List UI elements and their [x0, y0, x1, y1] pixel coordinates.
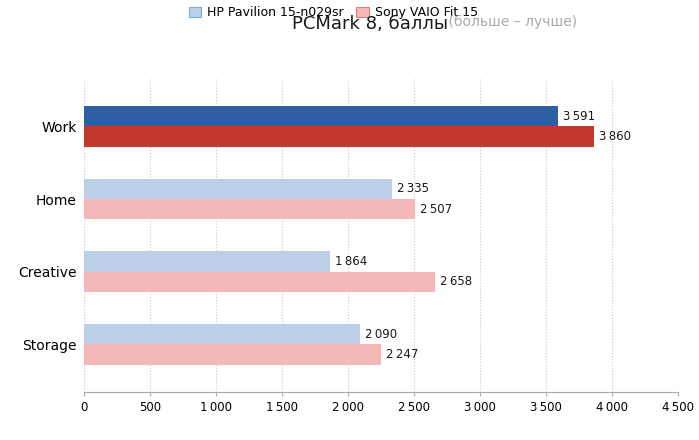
- Text: (больше – лучше): (больше – лучше): [444, 15, 577, 29]
- Text: 3 860: 3 860: [599, 130, 630, 143]
- Text: 2 658: 2 658: [440, 275, 473, 288]
- Legend: HP Pavilion 15-n029sr, Sony VAIO Fit 15: HP Pavilion 15-n029sr, Sony VAIO Fit 15: [184, 1, 483, 24]
- Bar: [84, 251, 330, 272]
- Text: PCMark 8, баллы: PCMark 8, баллы: [292, 15, 449, 33]
- Text: 2 090: 2 090: [365, 328, 397, 341]
- Bar: [84, 126, 593, 147]
- Bar: [84, 345, 380, 365]
- Text: 2 247: 2 247: [386, 348, 418, 361]
- Text: 2 507: 2 507: [420, 203, 452, 216]
- Bar: [84, 324, 360, 345]
- Text: 2 335: 2 335: [398, 183, 429, 195]
- Bar: [84, 199, 415, 220]
- Bar: [84, 272, 435, 292]
- Text: 3 591: 3 591: [563, 110, 596, 123]
- Bar: [84, 106, 558, 126]
- Bar: [84, 179, 392, 199]
- Text: 1 864: 1 864: [336, 255, 368, 268]
